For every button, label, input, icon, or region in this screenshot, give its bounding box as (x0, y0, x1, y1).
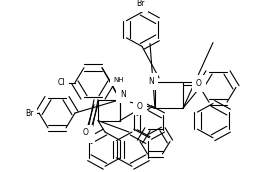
Text: O: O (196, 79, 202, 88)
Text: O: O (137, 102, 143, 111)
Text: N: N (148, 77, 154, 86)
Text: Br: Br (25, 109, 33, 117)
Text: O: O (83, 128, 89, 137)
Text: O: O (85, 130, 91, 139)
Text: N: N (120, 90, 126, 99)
Text: Cl: Cl (57, 78, 65, 87)
Text: NH: NH (114, 77, 124, 83)
Text: Br: Br (136, 0, 144, 8)
